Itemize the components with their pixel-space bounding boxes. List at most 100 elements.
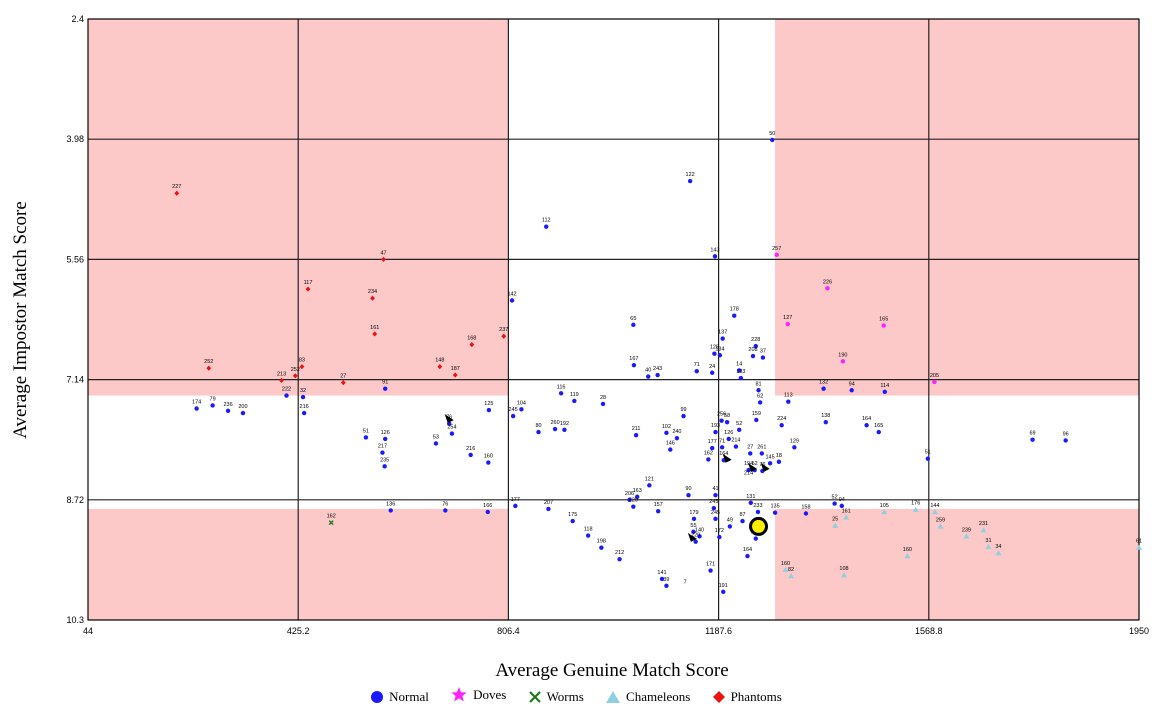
point-label: 190 [838,352,847,358]
normal-point [443,508,448,513]
point-label: 62 [757,393,763,399]
point-label: 233 [753,503,762,509]
point-label: 256 [717,412,726,418]
point-label: 161 [370,325,379,331]
shaded-region [775,508,1139,620]
point-label: 164 [862,416,871,422]
point-label: 50 [769,131,775,137]
y-tick-label: 7.14 [66,375,84,385]
normal-point [486,460,491,465]
point-label: 94 [849,381,855,387]
point-label: 25 [832,517,838,523]
axis-ticks: 44 425.2 806.4 1187.6 1568.8 1950 2.4 3.98 5.56 7… [66,14,1149,636]
phantom-point [305,286,311,292]
normal-point [691,529,696,534]
point-label: 55 [690,523,696,529]
normal-point [726,436,731,442]
normal-point [194,406,199,411]
phantom-point [501,333,507,339]
chameleon-point [840,572,847,578]
normal-point [449,431,455,436]
point-label: 160 [781,561,790,567]
normal-point [664,430,669,436]
point-label: 239 [962,527,971,533]
normal-point [655,372,660,378]
point-label: 252 [291,367,300,373]
legend-label: Phantoms [730,689,782,704]
point-label: 58 [724,413,730,419]
point-label: 52 [752,461,758,467]
normal-point [536,429,541,435]
point-label: 205 [930,373,939,379]
arrow-marker [722,453,732,463]
normal-point [681,413,686,419]
normal-point [599,545,604,550]
normal-point [740,518,745,524]
point-label: 145 [766,454,775,460]
point-label: 216 [466,446,475,452]
normal-point [839,503,844,509]
normal-point [713,429,718,435]
normal-point [519,407,524,412]
point-label: 61 [1136,539,1142,545]
point-label: 82 [788,567,794,573]
y-tick-label: 8.72 [66,495,84,505]
phantom-point [381,256,386,262]
point-label: 216 [300,404,309,410]
point-label: 243 [653,366,662,372]
normal-point [617,556,622,562]
legend-item-normal: Normal [370,689,429,705]
normal-point [1063,438,1068,443]
point-label: 192 [560,421,569,427]
point-label: 79 [210,396,216,402]
point-label: 228 [751,337,760,343]
point-label: 108 [839,566,848,572]
normal-point [433,441,439,446]
point-label: 171 [706,562,715,568]
phantom-point [174,190,180,196]
point-label: 164 [743,547,752,553]
phantom-point [437,364,443,370]
normal-point [719,445,725,450]
shaded-regions [88,19,1139,620]
circle-marker-icon [371,691,384,703]
point-label: 116 [557,384,566,390]
point-label: 27 [340,374,346,380]
normal-point [925,456,931,461]
legend-item-worms: Worms [528,689,584,705]
point-label: 252 [204,359,213,365]
point-label: 143 [710,247,719,253]
normal-point [668,447,673,452]
point-label: 39 [663,577,669,583]
normal-point [708,568,713,573]
point-label: 231 [979,521,988,527]
legend-item-doves: Doves [450,686,506,704]
chameleon-point [843,514,850,520]
point-label: 166 [483,503,492,509]
normal-point [755,509,761,515]
normal-point [546,506,551,512]
point-label: 32 [300,388,306,394]
legend: Normal Doves Worms Chameleons Phantoms [0,686,1152,708]
highlighted-point [749,516,769,536]
normal-point [710,445,715,451]
normal-point [756,388,761,393]
point-label: 214 [744,471,753,477]
point-label: 112 [542,218,551,224]
chameleon-point [782,566,789,572]
point-label: 144 [930,503,939,509]
normal-point [646,374,651,379]
point-label: 213 [277,371,286,377]
normal-point [486,407,492,413]
point-label: 200 [238,404,247,410]
chameleon-point [931,508,938,515]
x-tick-label: 806.4 [497,626,520,636]
normal-point [745,553,750,559]
point-label: 14 [736,361,742,367]
point-label: 220 [691,533,700,539]
normal-point [380,450,385,455]
normal-point [686,493,691,498]
point-label: 90 [685,486,691,492]
normal-point [664,583,669,588]
